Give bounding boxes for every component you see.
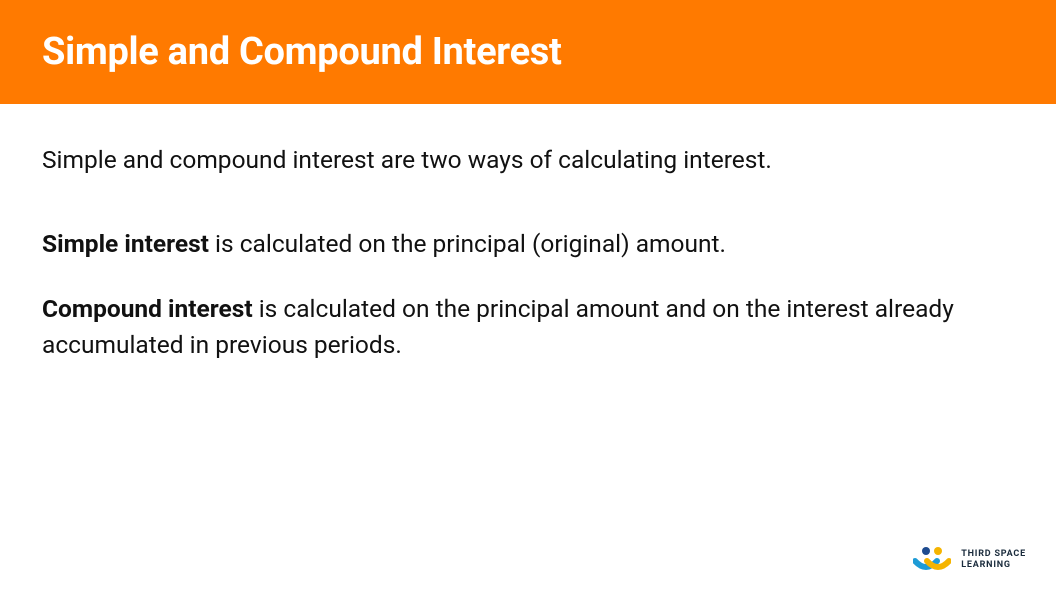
term-compound: Compound interest — [42, 294, 253, 323]
content-area: Simple and compound interest are two way… — [0, 104, 1056, 362]
intro-text: Simple and compound interest are two way… — [42, 142, 1014, 178]
term-simple: Simple interest — [42, 229, 209, 258]
definition-compound: Compound interest is calculated on the p… — [42, 291, 1014, 362]
header-bar: Simple and Compound Interest — [0, 0, 1056, 104]
brand-logo-icon — [913, 545, 951, 575]
brand-badge: THIRD SPACE LEARNING — [913, 545, 1026, 575]
brand-line1: THIRD SPACE — [961, 549, 1026, 560]
page-title: Simple and Compound Interest — [42, 30, 1014, 74]
brand-line2: LEARNING — [961, 560, 1026, 571]
brand-text: THIRD SPACE LEARNING — [961, 549, 1026, 571]
definition-simple-text: is calculated on the principal (original… — [209, 229, 726, 258]
definition-simple: Simple interest is calculated on the pri… — [42, 226, 1014, 262]
